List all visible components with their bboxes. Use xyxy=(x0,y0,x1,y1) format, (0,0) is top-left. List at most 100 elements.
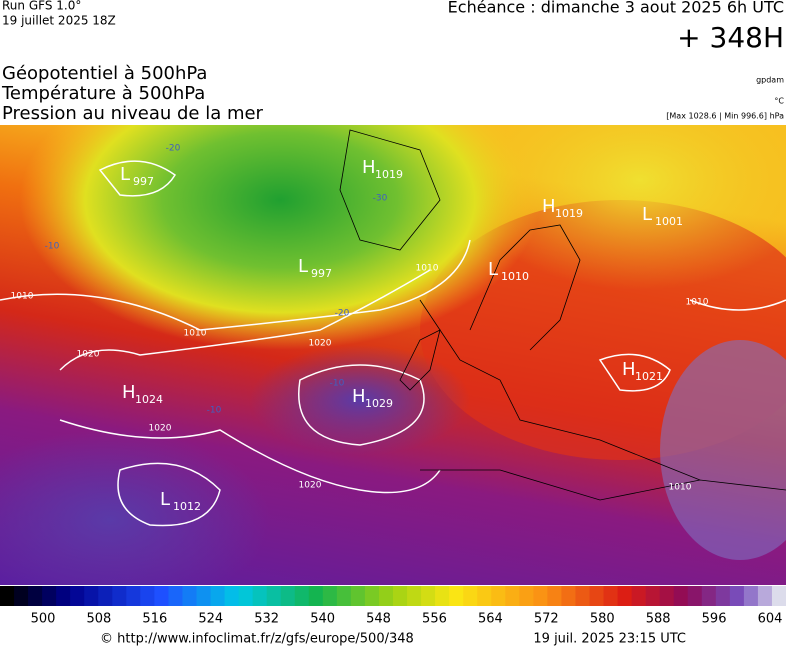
map xyxy=(0,125,786,585)
field-name: Géopotentiel à 500hPa xyxy=(2,63,207,84)
center-kind: H xyxy=(622,359,636,380)
pressure-center: H 1029 xyxy=(352,386,393,410)
generated-time: 19 juil. 2025 23:15 UTC xyxy=(533,632,686,647)
colorbar-swatch xyxy=(449,586,464,606)
pressure-center: L 1010 xyxy=(488,259,529,283)
colorbar-swatch xyxy=(378,586,394,606)
isotherm-label: -10 xyxy=(45,242,60,252)
colorbar-swatch xyxy=(505,586,520,606)
pressure-center: H 1021 xyxy=(622,359,663,383)
colorbar-swatch xyxy=(56,586,71,606)
colorbar-swatch xyxy=(631,586,647,606)
colorbar-swatch xyxy=(673,586,689,606)
colorbar-label: 524 xyxy=(198,612,223,627)
center-value: 1012 xyxy=(173,500,201,513)
field-name: Température à 500hPa xyxy=(1,83,205,104)
colorbar-swatch xyxy=(308,586,324,606)
isobar-label: 1010 xyxy=(184,329,207,339)
colorbar-swatch xyxy=(182,586,197,606)
center-value: 1019 xyxy=(555,207,583,220)
isobar-label: 1010 xyxy=(686,298,709,308)
center-value: 1010 xyxy=(501,270,529,283)
colorbar-swatch xyxy=(687,586,703,606)
colorbar-swatch xyxy=(393,586,408,606)
colorbar-label: 508 xyxy=(87,612,112,627)
colorbar-swatch xyxy=(701,586,717,606)
colorbar-swatch xyxy=(617,586,633,606)
colorbar-label: 596 xyxy=(702,612,727,627)
colorbar-swatch xyxy=(477,586,492,606)
colorbar-swatch xyxy=(42,586,57,606)
isobar-label: 1010 xyxy=(416,264,439,274)
isobar-label: 1020 xyxy=(149,424,172,434)
colorbar-swatch xyxy=(14,586,29,606)
isobar-label: 1020 xyxy=(77,350,100,360)
run-date: 19 juillet 2025 18Z xyxy=(2,14,116,28)
center-kind: L xyxy=(160,489,170,510)
isotherm-label: -20 xyxy=(166,144,181,154)
center-value: 1024 xyxy=(135,393,163,406)
lead-time: + 348H xyxy=(677,21,784,54)
colorbar-swatch xyxy=(407,586,422,606)
pressure-range: [Max 1028.6 | Min 996.6] hPa xyxy=(666,112,784,121)
colorbar-swatch xyxy=(252,586,268,606)
center-kind: H xyxy=(352,386,366,407)
pressure-center: L 997 xyxy=(120,164,154,188)
colorbar-label: 564 xyxy=(478,612,503,627)
isobar-label: 1010 xyxy=(11,292,34,302)
colorbar-label: 540 xyxy=(310,612,335,627)
colorbar-swatch xyxy=(645,586,661,606)
colorbar-label: 580 xyxy=(590,612,615,627)
isotherm-label: -10 xyxy=(207,406,222,416)
forecast-time: Echéance : dimanche 3 aout 2025 6h UTC xyxy=(448,0,784,17)
center-kind: L xyxy=(488,259,498,280)
source-url: © http://www.infoclimat.fr/z/gfs/europe/… xyxy=(100,632,414,647)
colorbar-label: 572 xyxy=(534,612,559,627)
colorbar-swatch xyxy=(98,586,113,606)
run-label: Run GFS 1.0° xyxy=(2,0,81,13)
colorbar-swatch xyxy=(421,586,436,606)
center-kind: H xyxy=(362,157,376,178)
colorbar-swatch xyxy=(238,586,254,606)
colorbar-swatch xyxy=(519,586,534,606)
colorbar-swatch xyxy=(140,586,155,606)
unit: gpdam xyxy=(756,76,784,85)
colorbar-label: 516 xyxy=(142,612,167,627)
colorbar-swatch xyxy=(322,586,338,606)
center-kind: L xyxy=(298,256,308,277)
pressure-center: L 997 xyxy=(298,256,332,280)
colorbar-label: 604 xyxy=(758,612,783,627)
colorbar-swatch xyxy=(336,586,352,606)
colorbar-swatch xyxy=(210,586,226,606)
colorbar-swatch xyxy=(491,586,506,606)
colorbar-swatch xyxy=(561,586,576,606)
isotherm-label: -30 xyxy=(373,194,388,204)
pressure-center: L 1001 xyxy=(642,204,683,228)
header: Run GFS 1.0° 19 juillet 2025 18Z Echéanc… xyxy=(1,0,784,124)
colorbar-swatch xyxy=(154,586,169,606)
colorbar-label: 556 xyxy=(422,612,447,627)
colorbar-swatch xyxy=(350,586,366,606)
colorbar-swatch xyxy=(196,586,212,606)
center-value: 1019 xyxy=(375,168,403,181)
colorbar-swatch xyxy=(126,586,141,606)
isobar-label: 1020 xyxy=(299,481,322,491)
colorbar-swatch xyxy=(168,586,183,606)
center-value: 1001 xyxy=(655,215,683,228)
colorbar-swatch xyxy=(435,586,450,606)
colorbar-swatch xyxy=(280,586,296,606)
pressure-center: H 1019 xyxy=(362,157,403,181)
isobar-label: 1010 xyxy=(669,483,692,493)
center-kind: H xyxy=(542,196,556,217)
center-value: 997 xyxy=(311,267,332,280)
colorbar-swatch xyxy=(575,586,590,606)
center-value: 1021 xyxy=(635,370,663,383)
colorbar-swatch xyxy=(224,586,240,606)
colorbar-swatch xyxy=(0,586,15,606)
pressure-center: H 1019 xyxy=(542,196,583,220)
pressure-center: H 1024 xyxy=(122,382,163,406)
colorbar-swatch xyxy=(84,586,99,606)
colorbar-swatch xyxy=(547,586,562,606)
colorbar-swatch xyxy=(533,586,548,606)
